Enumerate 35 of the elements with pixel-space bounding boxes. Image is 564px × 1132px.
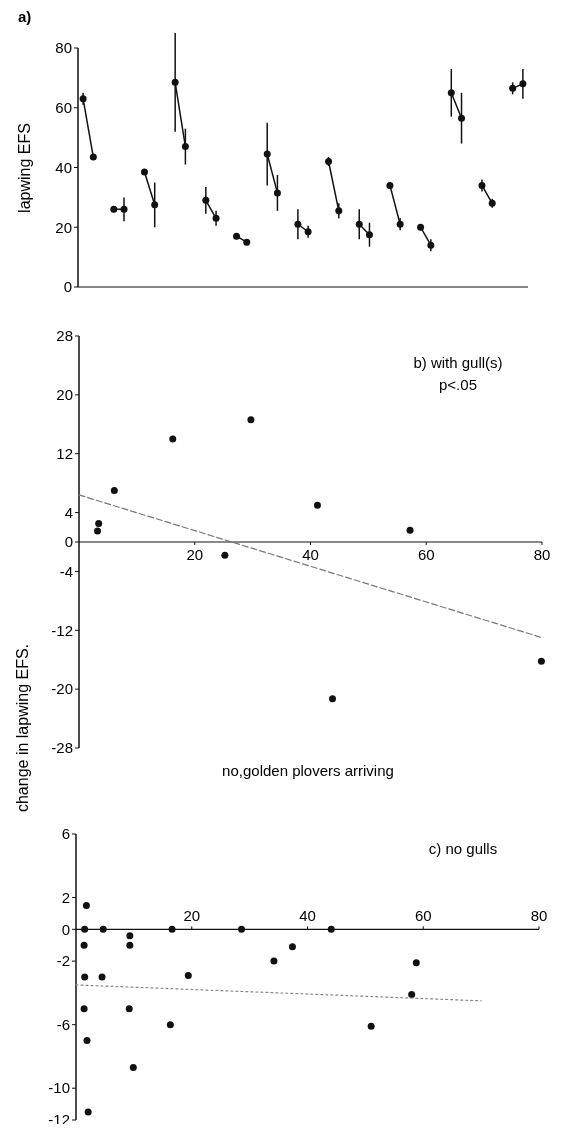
y-tick-label: 2 xyxy=(61,888,70,906)
y-tick-label: -6 xyxy=(56,1015,70,1033)
chart-title: c) no gulls xyxy=(428,840,498,857)
y-axis-title: change in lapwing EFS. xyxy=(14,643,31,813)
x-tick-label: 40 xyxy=(299,907,316,925)
y-axis-title: lapwing EFS xyxy=(16,123,33,213)
y-tick-label: 6 xyxy=(61,825,70,843)
x-tick-label: 20 xyxy=(183,907,201,925)
x-tick-label: 60 xyxy=(417,546,435,563)
y-tick-label: 20 xyxy=(55,218,72,236)
y-tick-label: -12 xyxy=(51,621,73,639)
x-tick-label: 80 xyxy=(533,546,551,563)
y-tick-label: 0 xyxy=(61,920,70,938)
x-tick-label: 20 xyxy=(186,546,204,563)
y-tick-label: 4 xyxy=(64,503,73,521)
x-tick-label: 60 xyxy=(414,907,432,925)
y-tick-label: 0 xyxy=(64,533,73,551)
x-tick-label: 40 xyxy=(302,546,319,563)
x-axis-title: no,golden plovers arriving xyxy=(222,762,394,779)
y-tick-label: -10 xyxy=(48,1079,70,1097)
y-tick-label: 80 xyxy=(55,39,72,57)
y-tick-label: -2 xyxy=(56,952,70,970)
y-tick-label: 28 xyxy=(56,327,73,345)
y-tick-label: -4 xyxy=(59,562,73,580)
text: b) with gull(s) xyxy=(413,354,503,371)
chart-title: a) xyxy=(18,8,32,25)
y-tick-label: 60 xyxy=(55,99,72,116)
y-tick-label: 0 xyxy=(63,278,72,296)
y-tick-label: -20 xyxy=(51,680,73,698)
y-tick-label: 12 xyxy=(56,444,73,462)
y-tick-label: -28 xyxy=(51,739,73,757)
annotation: p<.05 xyxy=(439,376,477,393)
x-tick-label: 80 xyxy=(530,907,548,925)
y-tick-label: 20 xyxy=(56,386,73,404)
y-tick-label: 40 xyxy=(55,158,72,176)
